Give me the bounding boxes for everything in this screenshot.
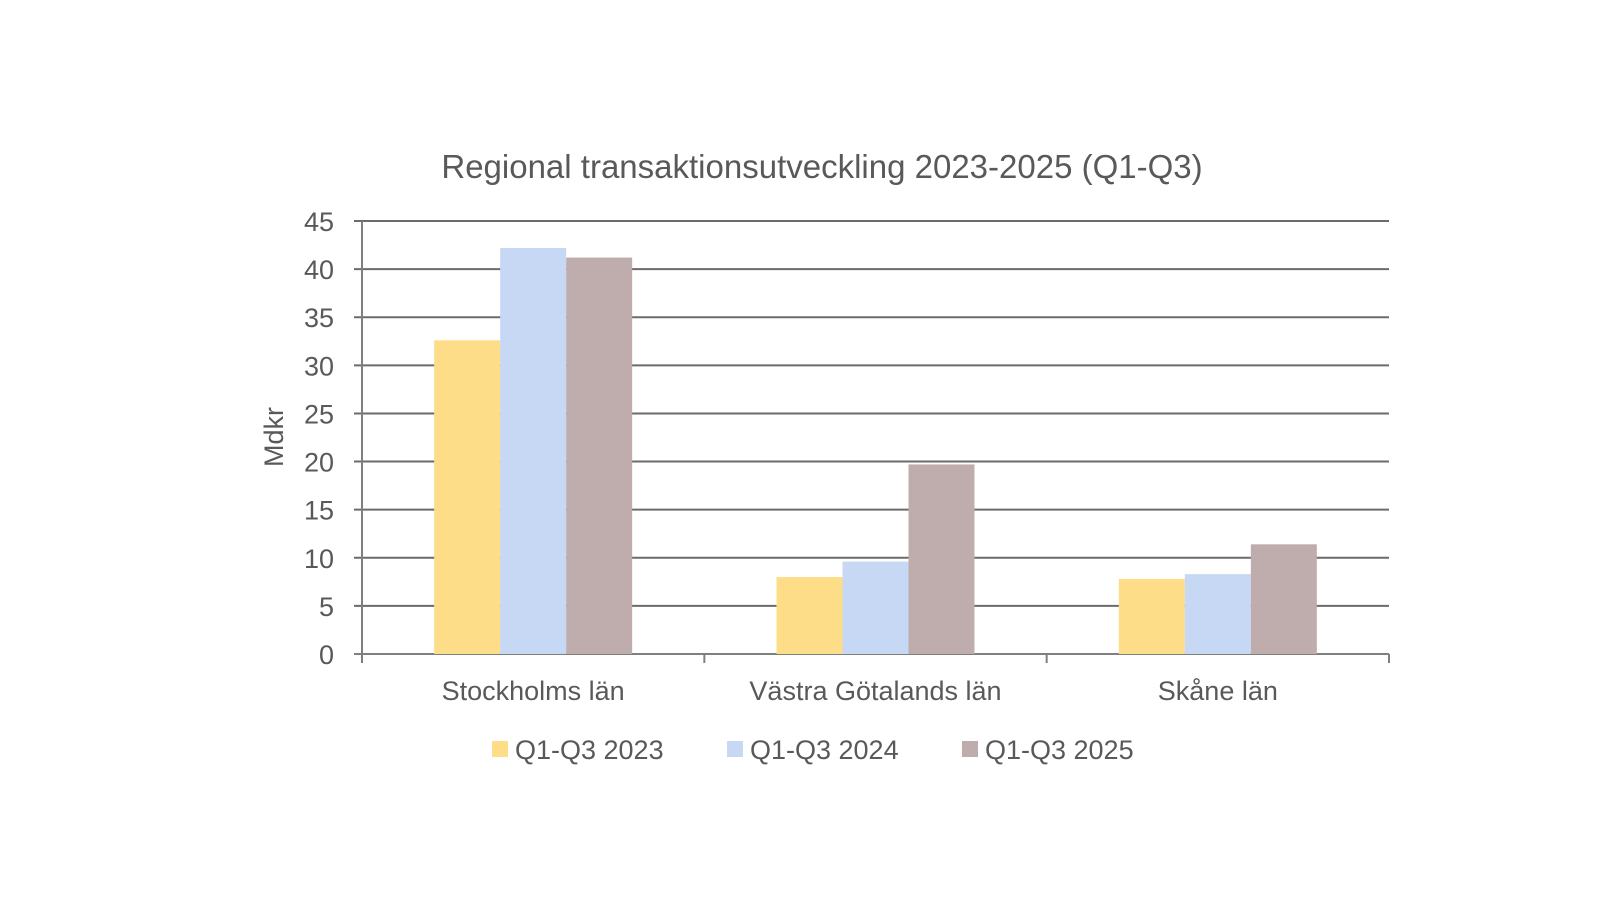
y-tick-label: 10 xyxy=(304,544,334,574)
y-tick-label: 30 xyxy=(304,351,334,381)
y-tick-label: 35 xyxy=(304,303,334,333)
y-axis-label: Mdkr xyxy=(259,407,289,467)
bar xyxy=(1118,578,1185,654)
y-tick-label: 40 xyxy=(304,255,334,285)
y-tick-label: 25 xyxy=(304,399,334,429)
bar xyxy=(500,247,567,655)
x-tick-label: Västra Götalands län xyxy=(749,676,1001,706)
legend-label: Q1-Q3 2024 xyxy=(750,735,899,765)
bar xyxy=(842,561,909,654)
bar xyxy=(566,257,633,654)
bar xyxy=(1184,574,1251,654)
legend-swatch xyxy=(727,741,743,757)
bar xyxy=(434,340,501,654)
y-tick-label: 45 xyxy=(304,207,334,237)
x-tick-label: Stockholms län xyxy=(442,676,625,706)
y-tick-label: 0 xyxy=(319,640,334,670)
bar xyxy=(776,577,843,654)
legend-label: Q1-Q3 2023 xyxy=(515,735,664,765)
legend-swatch xyxy=(962,741,978,757)
y-tick-label: 15 xyxy=(304,496,334,526)
legend-label: Q1-Q3 2025 xyxy=(985,735,1134,765)
legend-swatch xyxy=(492,741,508,757)
y-tick-label: 20 xyxy=(304,448,334,478)
bar xyxy=(908,464,975,654)
x-tick-label: Skåne län xyxy=(1158,676,1278,706)
chart-title: Regional transaktionsutveckling 2023-202… xyxy=(441,148,1202,185)
bar xyxy=(1250,544,1317,654)
y-tick-label: 5 xyxy=(319,592,334,622)
